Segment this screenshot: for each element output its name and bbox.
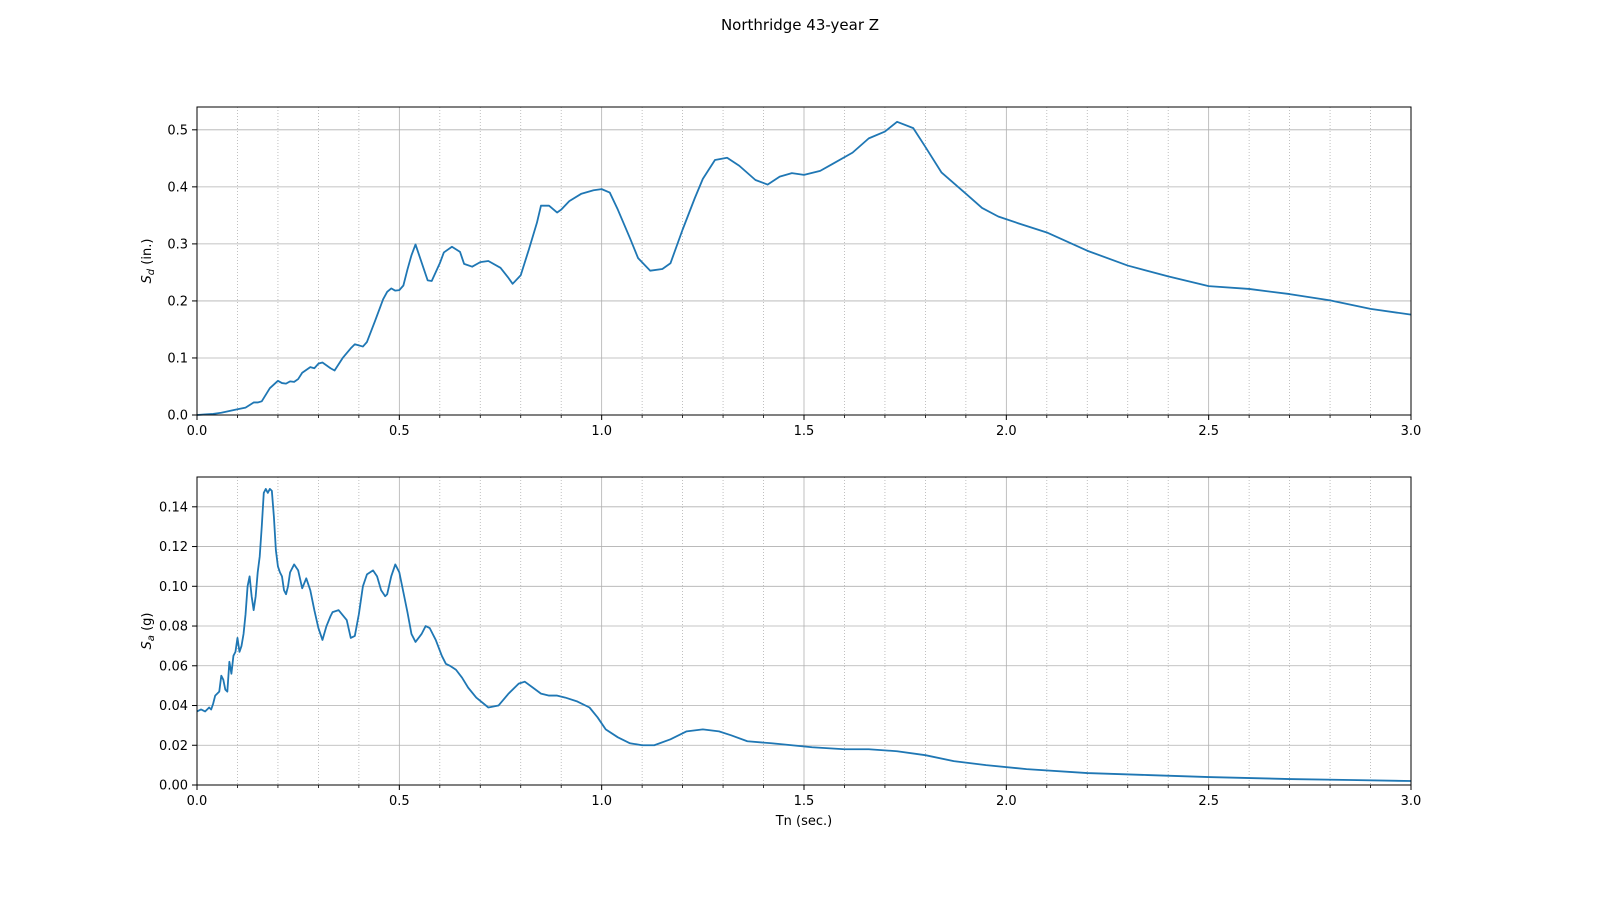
sd-grid [196, 107, 1412, 416]
sa-ticks: 0.0 0.5 1.0 1.5 2.0 2.5 3.0 0.00 0.02 0.04 0.06 0.0… [159, 500, 1421, 809]
sd-x-tick-label: 1.0 [591, 424, 612, 439]
sa-y-tick-label: 0.00 [159, 779, 188, 794]
sd-y-tick-label: 0.2 [167, 294, 188, 309]
sd-x-tick-label: 2.0 [996, 424, 1017, 439]
sd-x-tick-label: 2.5 [1198, 424, 1219, 439]
sa-series-line [196, 488, 1412, 782]
sd-ticks: 0.0 0.5 1.0 1.5 2.0 2.5 3.0 0.0 0.1 0.2 0.3 0.4 0.5 [167, 123, 1421, 439]
sa-y-tick-label: 0.06 [159, 659, 188, 674]
sa-y-axis-label: Sa (g) [140, 613, 157, 650]
sd-x-tick-label: 3.0 [1401, 424, 1422, 439]
sd-y-tick-label: 0.1 [167, 351, 188, 366]
sa-y-tick-label: 0.02 [159, 739, 188, 754]
sd-y-tick-label: 0.0 [167, 409, 188, 424]
sd-y-axis-label-unit: (in.) [140, 239, 155, 269]
sa-y-axis-label-sub: a [146, 635, 157, 641]
sa-y-axis-label-main: S [140, 641, 155, 649]
sa-grid [196, 477, 1412, 786]
sd-y-tick-label: 0.4 [167, 180, 188, 195]
sa-x-tick-label: 0.5 [389, 794, 410, 809]
sa-x-tick-label: 3.0 [1401, 794, 1422, 809]
sa-x-tick-label: 0.0 [187, 794, 208, 809]
figure-title: Northridge 43-year Z [721, 16, 879, 34]
sa-y-tick-label: 0.08 [159, 620, 188, 635]
sa-x-tick-label: 2.0 [996, 794, 1017, 809]
sa-y-tick-label: 0.10 [159, 580, 188, 595]
sd-x-tick-label: 0.0 [187, 424, 208, 439]
sd-x-tick-label: 1.5 [794, 424, 815, 439]
sd-y-tick-label: 0.5 [167, 123, 188, 138]
sa-y-tick-label: 0.04 [159, 699, 188, 714]
sa-x-tick-label: 1.0 [591, 794, 612, 809]
sd-chart: 0.0 0.5 1.0 1.5 2.0 2.5 3.00.00.10.20.30.40.5 … [140, 106, 1421, 439]
sa-x-axis-label: Tn (sec.) [775, 814, 833, 829]
sa-x-tick-label: 2.5 [1198, 794, 1219, 809]
sd-y-axis-label: Sd (in.) [140, 239, 157, 284]
sa-x-tick-label: 1.5 [794, 794, 815, 809]
sa-y-tick-label: 0.12 [159, 540, 188, 555]
sd-series-line [196, 120, 1412, 416]
sd-x-tick-label: 0.5 [389, 424, 410, 439]
sd-y-axis-label-main: S [140, 275, 155, 283]
sd-y-axis-label-sub: d [146, 268, 157, 275]
sa-y-tick-label: 0.14 [159, 500, 188, 515]
sd-y-tick-label: 0.3 [167, 237, 188, 252]
sa-y-axis-label-unit: (g) [140, 613, 155, 636]
sa-chart: 0.0 0.5 1.0 1.5 2.0 2.5 3.0 0.00 0.02 0.04 0.06 0.0… [140, 476, 1421, 829]
